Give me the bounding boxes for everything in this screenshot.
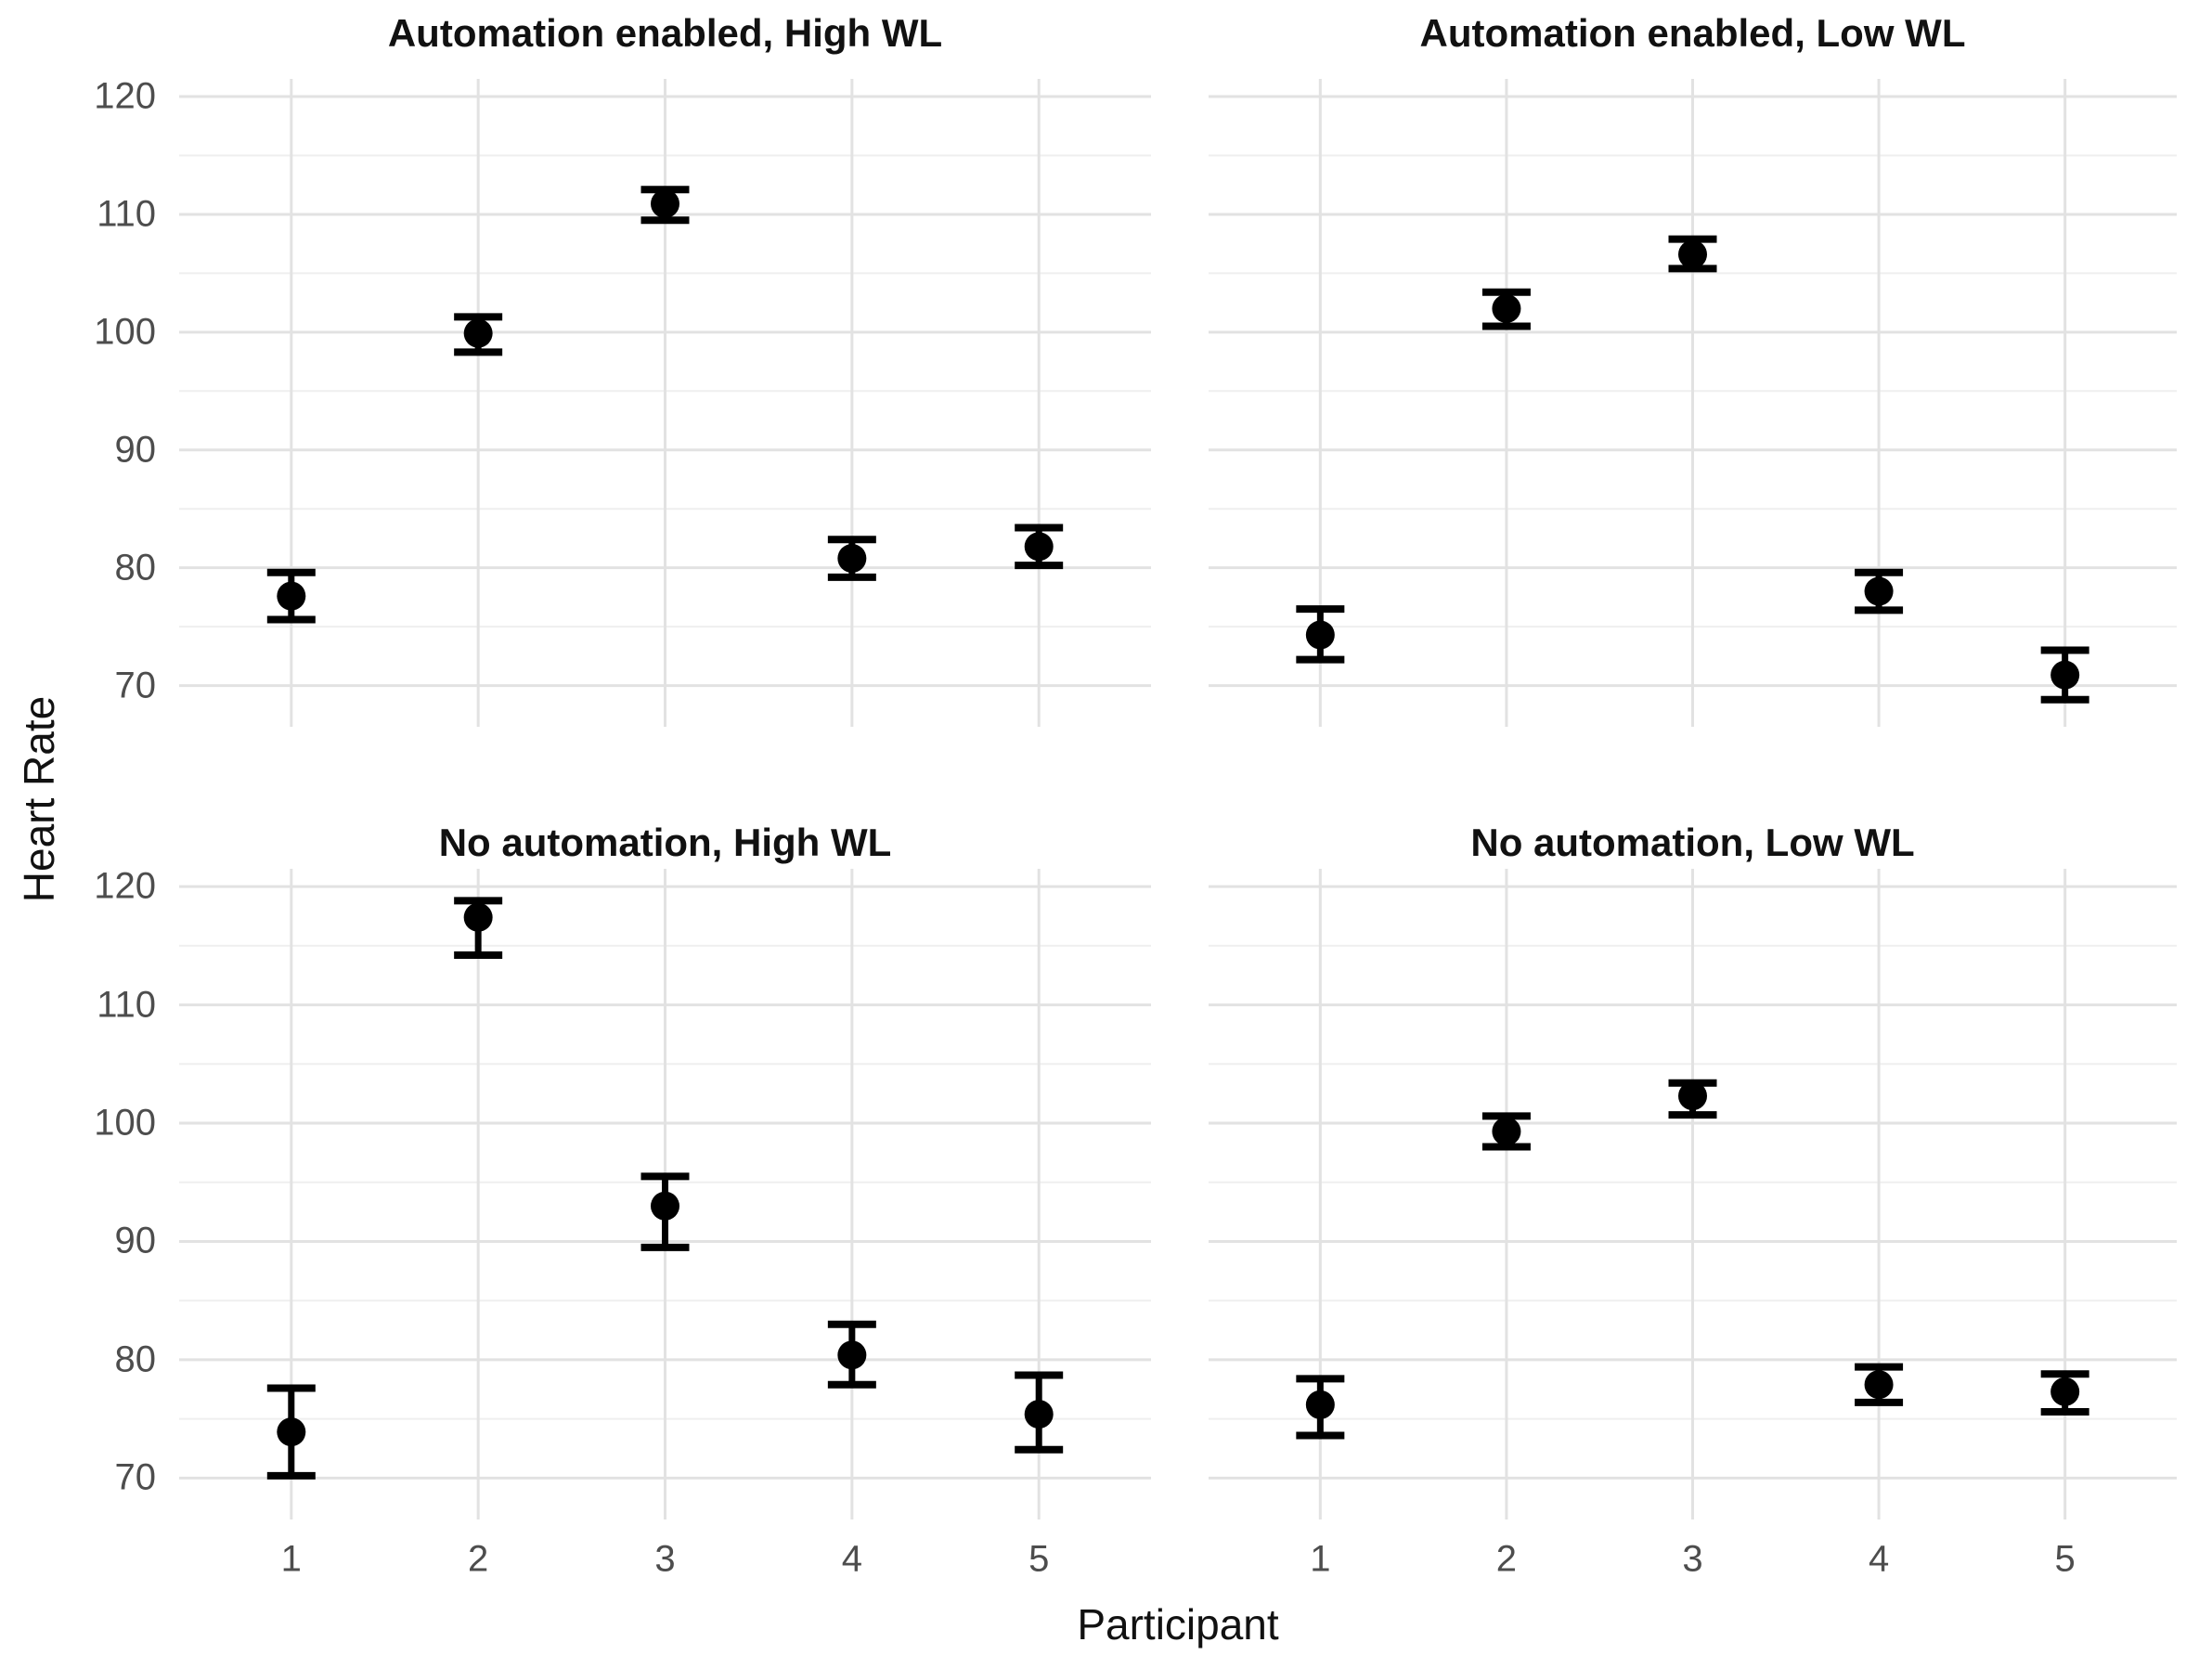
y-tick-label: 120 xyxy=(94,75,156,117)
data-point xyxy=(2040,646,2089,704)
data-point xyxy=(1015,1371,1064,1454)
x-axis-title: Participant xyxy=(1077,1600,1279,1649)
facet-title-no-automation-low-wl: No automation, Low WL xyxy=(1470,821,1915,864)
point-marker xyxy=(277,1417,306,1447)
point-marker xyxy=(2050,660,2080,690)
y-tick-label: 110 xyxy=(97,984,156,1026)
y-tick-label: 80 xyxy=(114,547,157,588)
point-marker xyxy=(1024,1400,1054,1429)
x-tick-label: 5 xyxy=(2054,1538,2076,1580)
x-tick-label: 3 xyxy=(654,1538,676,1580)
point-marker xyxy=(1305,1390,1335,1419)
y-tick-label: 100 xyxy=(94,1102,156,1144)
data-point xyxy=(454,897,503,960)
data-point xyxy=(1015,524,1064,570)
facet-title-automation-enabled-high-wl: Automation enabled, High WL xyxy=(387,11,943,55)
point-marker xyxy=(651,1191,679,1221)
y-tick-label: 90 xyxy=(114,1220,157,1261)
point-marker xyxy=(1492,1117,1521,1146)
point-marker xyxy=(463,318,493,348)
data-point xyxy=(827,536,876,581)
y-tick-label: 110 xyxy=(97,193,156,235)
point-marker xyxy=(463,902,493,932)
facet-title-no-automation-high-wl: No automation, High WL xyxy=(438,821,892,864)
point-marker xyxy=(1678,239,1707,269)
data-point xyxy=(827,1320,876,1389)
point-marker xyxy=(1864,1370,1894,1400)
data-point xyxy=(1296,605,1345,664)
point-marker xyxy=(277,581,306,611)
facet-title-automation-enabled-low-wl: Automation enabled, Low WL xyxy=(1419,11,1966,55)
plot-panel-automation-enabled-high-wl xyxy=(179,79,1151,727)
point-marker xyxy=(2050,1377,2080,1406)
point-marker xyxy=(1864,576,1894,606)
x-tick-label: 4 xyxy=(1868,1538,1890,1580)
plot-panel-no-automation-low-wl xyxy=(1209,869,2177,1519)
x-tick-label: 2 xyxy=(468,1538,489,1580)
x-tick-label: 2 xyxy=(1495,1538,1518,1580)
data-point xyxy=(1481,1112,1531,1151)
data-point xyxy=(1668,1079,1717,1119)
plot-panel-no-automation-high-wl xyxy=(179,869,1151,1519)
x-tick-label: 1 xyxy=(280,1538,302,1580)
data-point xyxy=(1481,288,1531,330)
data-point xyxy=(266,1384,316,1480)
y-tick-label: 100 xyxy=(94,311,156,353)
data-point xyxy=(1296,1375,1345,1440)
plot-panel-automation-enabled-low-wl xyxy=(1209,79,2177,727)
data-point xyxy=(1668,235,1717,273)
point-marker xyxy=(837,1340,867,1370)
y-tick-label: 90 xyxy=(114,429,157,471)
point-marker xyxy=(1305,620,1335,650)
point-marker xyxy=(1678,1081,1707,1111)
data-point xyxy=(640,1172,690,1251)
x-tick-label: 4 xyxy=(841,1538,862,1580)
y-tick-label: 120 xyxy=(94,865,156,907)
data-point xyxy=(454,313,503,356)
point-marker xyxy=(651,189,679,219)
point-marker xyxy=(1024,532,1054,562)
x-tick-label: 3 xyxy=(1682,1538,1703,1580)
data-point xyxy=(1855,1363,1904,1406)
x-tick-label: 1 xyxy=(1310,1538,1331,1580)
y-tick-label: 70 xyxy=(114,1456,157,1498)
data-point xyxy=(1855,568,1904,614)
y-tick-label: 70 xyxy=(114,665,157,706)
data-point xyxy=(2040,1370,2089,1416)
point-marker xyxy=(1492,293,1521,323)
y-tick-label: 80 xyxy=(114,1338,157,1380)
data-point xyxy=(266,568,316,624)
data-point xyxy=(640,186,690,225)
point-marker xyxy=(837,544,867,574)
x-tick-label: 5 xyxy=(1028,1538,1050,1580)
